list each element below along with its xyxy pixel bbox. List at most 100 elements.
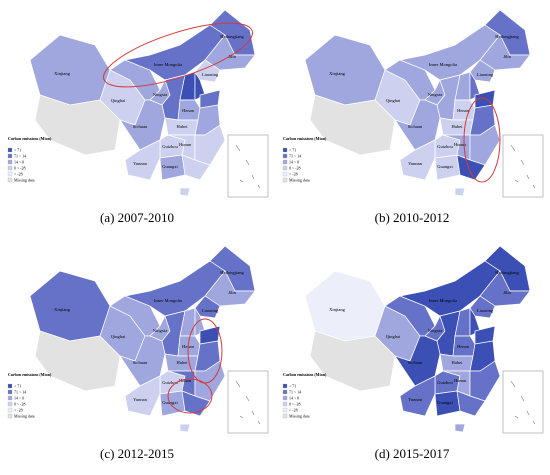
province-label: Hunan xyxy=(179,378,192,383)
province-label: Henan xyxy=(457,108,469,113)
panel-caption: (b) 2010-2012 xyxy=(375,210,450,225)
province xyxy=(399,375,436,417)
legend-label: > 71 xyxy=(289,384,296,389)
province xyxy=(124,139,161,181)
province-label: Sichuan xyxy=(133,360,148,365)
legend-label: 71 ~ 14 xyxy=(289,154,301,159)
legend-swatch xyxy=(282,407,288,413)
province-label: Heilongjiang xyxy=(220,270,244,275)
legend-swatch xyxy=(7,153,13,159)
province xyxy=(304,270,386,342)
province-label: Heilongjiang xyxy=(495,270,519,275)
province-label: Liaoning xyxy=(202,308,219,313)
province-label: Jilin xyxy=(503,54,512,59)
inset-frame xyxy=(227,370,269,434)
legend-label: > 71 xyxy=(14,384,21,389)
legend-label: 71 ~ 14 xyxy=(289,390,301,395)
province-label: Sichuan xyxy=(408,124,423,129)
province-label: Inner Mongolia xyxy=(429,62,457,67)
province-label: Qinghai xyxy=(386,334,401,339)
province-label: Hunan xyxy=(454,142,467,147)
legend-swatch xyxy=(282,165,288,171)
legend-label: > 71 xyxy=(14,148,21,153)
province-label: Liaoning xyxy=(202,72,219,77)
province-label: Heilongjiang xyxy=(220,34,244,39)
legend-swatch xyxy=(282,171,288,177)
province xyxy=(34,94,121,156)
legend-label: 71 ~ 14 xyxy=(14,154,26,159)
panel-caption: (d) 2015-2017 xyxy=(375,446,450,461)
province-label: Hubei xyxy=(452,124,464,129)
legend-swatch xyxy=(7,171,13,177)
province-label: Liaoning xyxy=(477,72,494,77)
province xyxy=(181,154,211,181)
province xyxy=(456,390,486,417)
inset-frame xyxy=(502,134,544,198)
province-label: Hubei xyxy=(177,124,189,129)
province-label: Jilin xyxy=(503,290,512,295)
panel-caption: (a) 2007-2010 xyxy=(100,210,174,225)
legend-label: 14 ~ 0 xyxy=(14,396,24,401)
province-label: Qinghai xyxy=(111,334,126,339)
province xyxy=(124,375,161,417)
province xyxy=(194,59,221,83)
legend-label: 0 ~ -28 xyxy=(289,166,301,171)
legend-swatch xyxy=(7,177,13,183)
province-label: Guangxi xyxy=(162,400,178,405)
province xyxy=(34,330,121,392)
province-label: Guangxi xyxy=(437,164,453,169)
map-panel: Xinjiang Qinghai Inner Mongolia Heilongjian… xyxy=(7,245,269,461)
legend-label: 14 ~ 0 xyxy=(289,396,299,401)
province xyxy=(179,187,191,197)
legend-swatch xyxy=(7,165,13,171)
province-label: Yunnan xyxy=(408,161,422,166)
province-label: Ningxia xyxy=(153,92,168,97)
province-label: Yunnan xyxy=(133,161,147,166)
province xyxy=(469,59,496,83)
legend-label: 0 ~ -28 xyxy=(14,166,26,171)
province-label: Heilongjiang xyxy=(495,34,519,39)
province-label: Inner Mongolia xyxy=(154,298,182,303)
legend-label: Missing data xyxy=(289,178,310,183)
province-label: Hubei xyxy=(177,360,189,365)
legend-swatch xyxy=(282,153,288,159)
province-label: Xinjiang xyxy=(54,307,70,312)
province-label: Qinghai xyxy=(111,98,126,103)
highlight-ellipse xyxy=(103,22,253,88)
province-label: Henan xyxy=(457,344,469,349)
province-label: Ningxia xyxy=(428,92,443,97)
province xyxy=(194,295,221,319)
inset-islands xyxy=(235,144,261,189)
province-label: Qinghai xyxy=(386,98,401,103)
legend-label: Missing data xyxy=(14,414,35,419)
legend-swatch xyxy=(7,389,13,395)
province xyxy=(456,154,486,181)
province xyxy=(309,94,396,156)
legend-label: > 71 xyxy=(289,148,296,153)
legend-swatch xyxy=(7,383,13,389)
province-label: Sichuan xyxy=(408,360,423,365)
province-label: Guizhou xyxy=(437,380,453,385)
legend-label: < -28 xyxy=(289,408,298,413)
province-label: Liaoning xyxy=(477,308,494,313)
inset-islands xyxy=(235,380,261,425)
legend-label: 14 ~ 0 xyxy=(14,160,24,165)
legend-label: < -28 xyxy=(14,172,23,177)
province-label: Yunnan xyxy=(133,397,147,402)
province-label: Hubei xyxy=(452,360,464,365)
legend-label: Missing data xyxy=(289,414,310,419)
province-label: Xinjiang xyxy=(329,71,345,76)
province xyxy=(29,270,111,342)
legend-title: Carbon emissions (Mton) xyxy=(8,372,52,377)
legend-label: 14 ~ 0 xyxy=(289,160,299,165)
province xyxy=(29,34,111,106)
province-label: Jilin xyxy=(228,290,237,295)
province-label: Guangxi xyxy=(437,400,453,405)
province-label: Guizhou xyxy=(437,144,453,149)
province-label: Inner Mongolia xyxy=(429,298,457,303)
province xyxy=(309,330,396,392)
legend-swatch xyxy=(282,389,288,395)
inset-islands xyxy=(510,144,536,189)
province-label: Guangxi xyxy=(162,164,178,169)
